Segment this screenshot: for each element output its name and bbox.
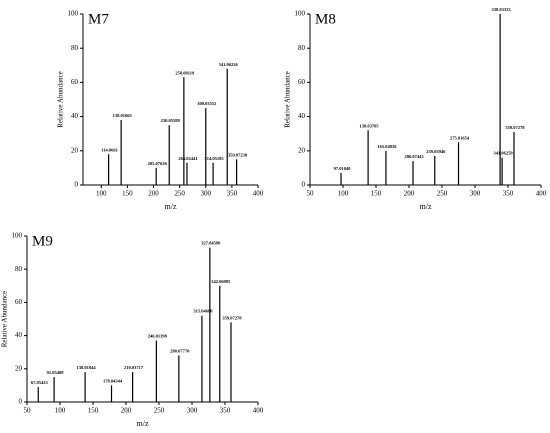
y-tick-label: 0 [19,398,23,406]
peak-label: 138.01844 [77,365,97,370]
x-tick-label: 50 [307,190,315,198]
peak-label: 280.07770 [170,349,190,354]
peak-label: 315.04680 [193,309,213,314]
panel-title: M9 [32,233,53,249]
peak-label: 67.05423 [31,380,49,385]
x-tick-label: 400 [253,407,264,415]
y-tick-label: 20 [71,146,79,154]
y-tick-label: 60 [298,78,306,86]
x-axis-label: m/z [137,419,149,428]
x-tick-label: 100 [96,190,107,198]
peak-label: 246.01398 [148,334,168,339]
peak-label: 206.07443 [404,154,424,159]
y-tick-label: 0 [75,181,79,189]
y-tick-label: 100 [68,10,79,18]
y-tick-label: 100 [295,10,306,18]
peak-label: 205.07626 [148,161,168,166]
x-tick-label: 150 [88,407,99,415]
y-tick-label: 20 [15,364,23,372]
y-tick-label: 0 [302,181,306,189]
peak-label: 314.05185 [205,156,225,161]
x-tick-label: 250 [174,190,185,198]
panel-title: M8 [315,11,336,27]
x-tick-label: 350 [220,407,231,415]
x-tick-label: 200 [121,407,132,415]
peak-label: 138.01665 [113,113,133,118]
x-tick-label: 400 [536,190,547,198]
peak-label: 342.06985 [211,279,231,284]
y-tick-label: 80 [71,44,79,52]
y-tick-label: 80 [298,44,306,52]
panel-title: M7 [88,11,109,27]
peak-label: 359.07278 [505,125,525,130]
peak-label: 300.03552 [197,101,217,106]
peak-label: 359.07230 [228,152,248,157]
y-tick-label: 100 [12,232,23,240]
y-tick-label: 60 [15,298,23,306]
x-tick-label: 400 [253,190,264,198]
x-tick-label: 100 [55,407,66,415]
x-tick-label: 100 [338,190,349,198]
peak-label: 210.03717 [124,365,144,370]
x-tick-label: 300 [187,407,198,415]
peak-label: 327.04590 [201,241,221,246]
y-tick-label: 60 [71,78,79,86]
y-axis-label: Relative Abundance [57,71,65,128]
peak-label: 341.06226 [219,62,239,67]
x-tick-label: 200 [404,190,415,198]
peak-label: 239.03946 [426,149,446,154]
peak-label: 264.02441 [178,156,198,161]
x-tick-label: 350 [227,190,238,198]
peak-label: 230.05588 [161,118,181,123]
peak-label: 114.0661 [101,147,118,152]
x-axis-label: m/z [165,202,177,211]
y-axis-label: Relative Abundance [1,291,9,348]
x-tick-label: 250 [154,407,165,415]
x-tick-label: 350 [503,190,514,198]
x-tick-label: 250 [437,190,448,198]
peak-label: 258.08119 [175,70,195,75]
x-tick-label: 150 [122,190,133,198]
x-tick-label: 300 [470,190,481,198]
peak-label: 338.03333 [492,7,512,12]
peak-label: 275.01654 [450,135,470,140]
x-axis-label: m/z [420,202,432,211]
peak-label: 138.03705 [360,123,380,128]
y-tick-label: 40 [298,112,306,120]
y-tick-label: 40 [15,331,23,339]
x-tick-label: 200 [148,190,159,198]
peak-label: 359.07278 [222,315,242,320]
x-tick-label: 300 [201,190,212,198]
y-tick-label: 40 [71,112,79,120]
peak-label: 97.01040 [334,166,352,171]
peak-label: 165.04836 [377,144,397,149]
x-tick-label: 150 [371,190,382,198]
peak-label: 341.06259 [494,151,514,156]
y-tick-label: 20 [298,146,306,154]
peak-label: 178.04344 [103,378,123,383]
y-tick-label: 80 [15,265,23,273]
x-tick-label: 50 [24,407,32,415]
y-axis-label: Relative Abundance [284,71,292,128]
peak-label: 91.05408 [47,370,65,375]
